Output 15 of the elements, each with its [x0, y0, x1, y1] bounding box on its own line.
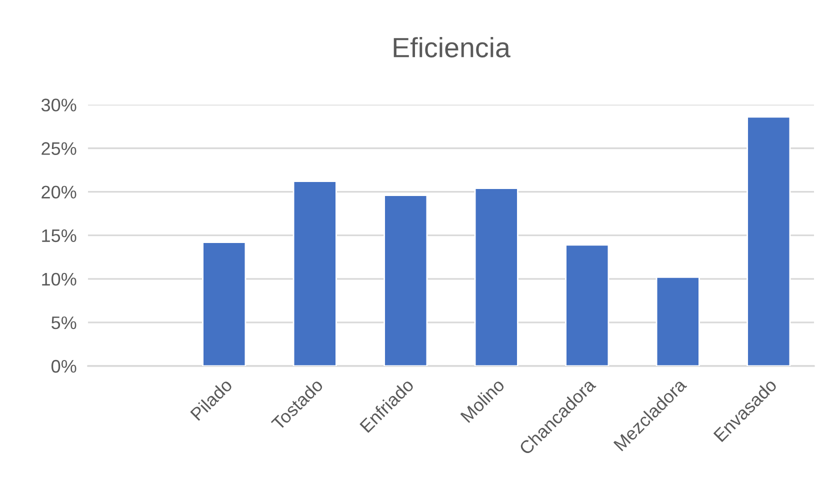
y-tick-label: 10%	[42, 272, 76, 286]
bar	[202, 242, 246, 366]
y-tick-label: 30%	[41, 98, 76, 112]
bar	[292, 180, 337, 366]
chart-title: Eficiencia	[394, 37, 510, 58]
bar	[656, 276, 700, 366]
y-tick-label: 15%	[42, 229, 76, 242]
bar	[565, 244, 610, 366]
bar	[384, 194, 428, 366]
y-tick-label: 5%	[52, 316, 76, 330]
y-tick-label: 25%	[42, 142, 76, 155]
y-tick-label: 0%	[52, 360, 76, 373]
y-tick-label: 20%	[42, 186, 76, 199]
bar	[474, 188, 518, 366]
bar	[746, 116, 791, 366]
